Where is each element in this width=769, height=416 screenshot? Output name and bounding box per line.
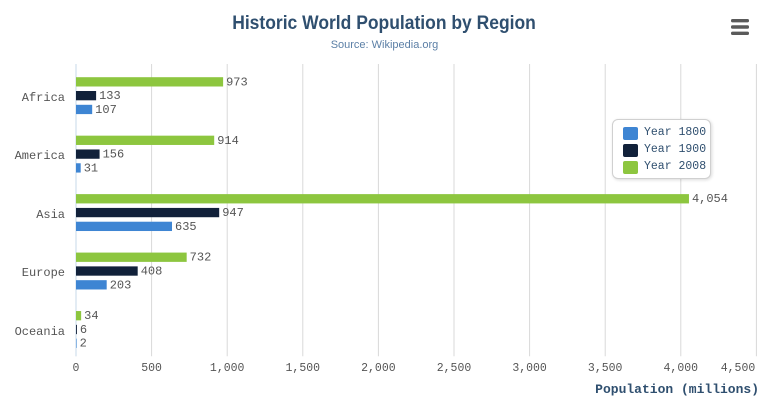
svg-text:34: 34	[84, 309, 98, 323]
svg-text:31: 31	[84, 161, 98, 175]
svg-text:6: 6	[80, 323, 87, 337]
svg-text:635: 635	[175, 220, 197, 234]
svg-text:408: 408	[141, 264, 163, 278]
svg-text:2: 2	[80, 337, 87, 351]
svg-text:947: 947	[222, 206, 244, 220]
svg-text:203: 203	[110, 278, 132, 292]
svg-text:973: 973	[226, 75, 248, 89]
svg-text:4,054: 4,054	[692, 192, 728, 206]
svg-text:732: 732	[190, 251, 212, 265]
svg-text:107: 107	[95, 103, 117, 117]
svg-text:156: 156	[103, 148, 125, 162]
svg-text:133: 133	[99, 89, 121, 103]
svg-text:914: 914	[217, 134, 239, 148]
